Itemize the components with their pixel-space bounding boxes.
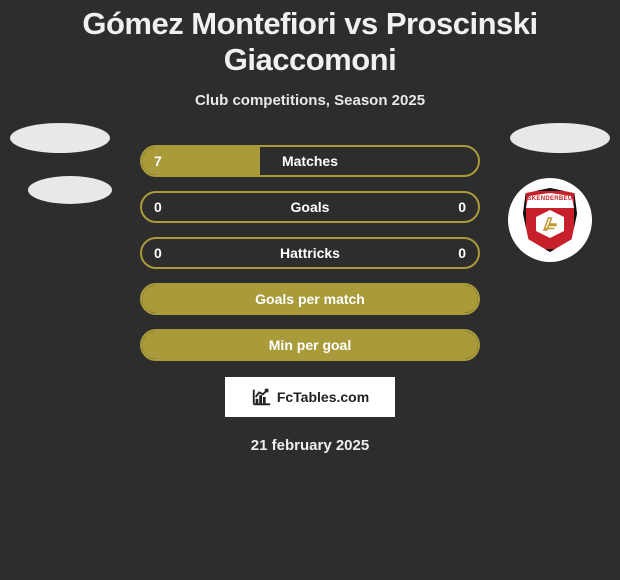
stat-value-left: 0 [154, 245, 162, 261]
page-title: Gómez Montefiori vs Proscinski Giaccomon… [0, 0, 620, 78]
branding-text: FcTables.com [277, 389, 369, 405]
stat-value-left: 0 [154, 199, 162, 215]
stat-row: Min per goal [0, 329, 620, 361]
stat-label: Goals [291, 199, 330, 215]
stat-bar: Goals 0 0 [140, 191, 480, 223]
stat-value-right: 0 [458, 199, 466, 215]
stat-label: Goals per match [255, 291, 365, 307]
stat-row: Goals 0 0 [0, 191, 620, 223]
stat-label: Hattricks [280, 245, 340, 261]
subtitle: Club competitions, Season 2025 [0, 92, 620, 109]
stat-bar: Goals per match [140, 283, 480, 315]
branding-box[interactable]: FcTables.com [225, 377, 395, 417]
stat-bar: Min per goal [140, 329, 480, 361]
footer-date: 21 february 2025 [0, 437, 620, 454]
stat-bar: Matches 7 [140, 145, 480, 177]
stat-label: Matches [282, 153, 338, 169]
stat-value-right: 0 [458, 245, 466, 261]
stat-bar: Hattricks 0 0 [140, 237, 480, 269]
stat-row: Hattricks 0 0 [0, 237, 620, 269]
stat-row: Matches 7 [0, 145, 620, 177]
stat-row: Goals per match [0, 283, 620, 315]
stat-value-left: 7 [154, 153, 162, 169]
chart-icon [251, 386, 273, 408]
stat-label: Min per goal [269, 337, 351, 353]
